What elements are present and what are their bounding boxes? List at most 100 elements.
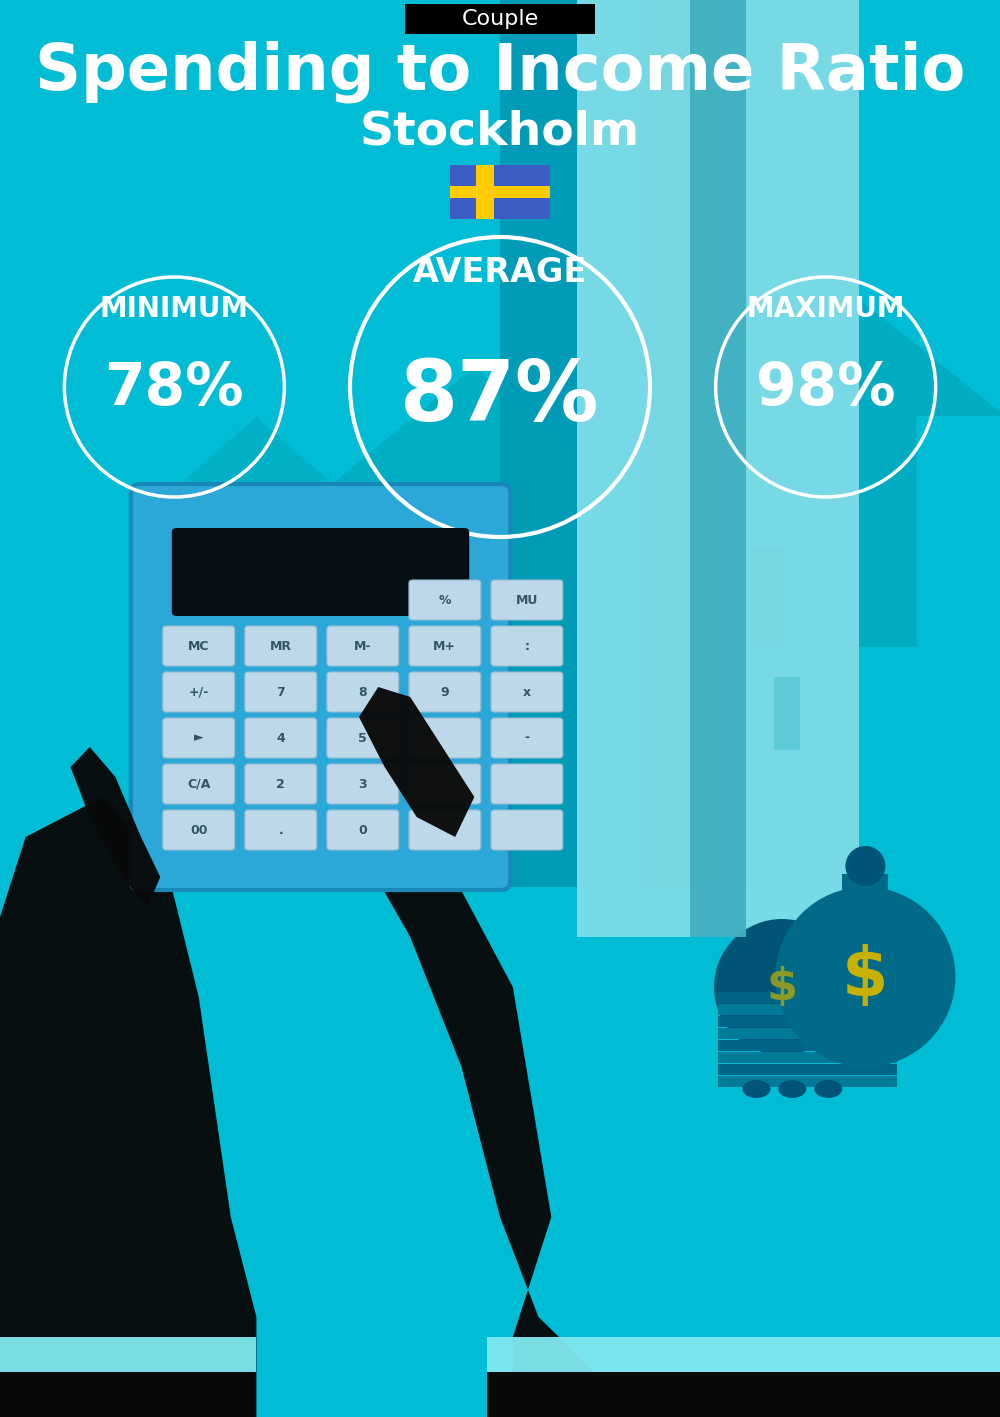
FancyBboxPatch shape	[491, 672, 563, 711]
Text: 7: 7	[276, 686, 285, 699]
FancyBboxPatch shape	[450, 164, 550, 220]
Polygon shape	[482, 0, 877, 547]
FancyBboxPatch shape	[718, 1040, 897, 1051]
FancyBboxPatch shape	[245, 718, 317, 758]
Text: 8: 8	[359, 686, 367, 699]
FancyBboxPatch shape	[245, 764, 317, 803]
Text: C/A: C/A	[187, 778, 210, 791]
FancyBboxPatch shape	[405, 4, 595, 34]
Text: 4: 4	[276, 731, 285, 744]
FancyBboxPatch shape	[491, 718, 563, 758]
FancyBboxPatch shape	[718, 1064, 897, 1076]
FancyBboxPatch shape	[718, 1005, 897, 1015]
Polygon shape	[310, 367, 638, 667]
Text: 2: 2	[276, 778, 285, 791]
Text: 00: 00	[190, 823, 207, 836]
FancyBboxPatch shape	[409, 672, 481, 711]
Polygon shape	[133, 417, 379, 657]
Text: :: :	[524, 639, 529, 652]
FancyBboxPatch shape	[245, 811, 317, 850]
FancyBboxPatch shape	[718, 1051, 897, 1063]
Polygon shape	[487, 1372, 1000, 1417]
FancyBboxPatch shape	[718, 992, 897, 1003]
FancyBboxPatch shape	[245, 672, 317, 711]
Text: +/-: +/-	[189, 686, 209, 699]
Polygon shape	[359, 687, 474, 837]
Text: 78%: 78%	[105, 360, 244, 418]
FancyBboxPatch shape	[327, 672, 399, 711]
Polygon shape	[533, 227, 1000, 648]
FancyBboxPatch shape	[450, 186, 550, 198]
Ellipse shape	[814, 1080, 842, 1098]
Polygon shape	[563, 0, 873, 677]
FancyBboxPatch shape	[409, 580, 481, 621]
FancyBboxPatch shape	[751, 547, 784, 642]
Polygon shape	[359, 818, 1000, 1417]
FancyBboxPatch shape	[163, 764, 235, 803]
FancyBboxPatch shape	[409, 718, 481, 758]
FancyBboxPatch shape	[245, 626, 317, 666]
FancyBboxPatch shape	[577, 0, 859, 937]
Text: 87%: 87%	[400, 357, 600, 438]
FancyBboxPatch shape	[491, 811, 563, 850]
FancyBboxPatch shape	[500, 0, 859, 887]
Text: MR: MR	[270, 639, 292, 652]
Text: MC: MC	[188, 639, 209, 652]
Text: $: $	[842, 944, 889, 1010]
FancyBboxPatch shape	[491, 626, 563, 666]
Ellipse shape	[775, 887, 955, 1067]
Text: Couple: Couple	[461, 9, 539, 28]
Text: M-: M-	[354, 639, 372, 652]
FancyBboxPatch shape	[327, 626, 399, 666]
FancyBboxPatch shape	[718, 1076, 897, 1087]
FancyBboxPatch shape	[172, 529, 469, 616]
Text: ►: ►	[194, 731, 204, 744]
Text: M+: M+	[433, 639, 456, 652]
Text: 0: 0	[358, 823, 367, 836]
FancyBboxPatch shape	[131, 485, 510, 890]
Polygon shape	[487, 1338, 1000, 1417]
Ellipse shape	[714, 920, 850, 1056]
FancyBboxPatch shape	[409, 764, 481, 803]
FancyBboxPatch shape	[842, 874, 888, 914]
FancyBboxPatch shape	[327, 764, 399, 803]
Text: 98%: 98%	[756, 360, 895, 418]
FancyBboxPatch shape	[163, 718, 235, 758]
FancyBboxPatch shape	[163, 626, 235, 666]
FancyBboxPatch shape	[690, 0, 746, 937]
FancyBboxPatch shape	[774, 677, 800, 750]
FancyBboxPatch shape	[718, 1016, 897, 1027]
Text: Spending to Income Ratio: Spending to Income Ratio	[35, 41, 965, 103]
FancyBboxPatch shape	[491, 764, 563, 803]
Text: 9: 9	[441, 686, 449, 699]
Text: Stockholm: Stockholm	[360, 109, 640, 154]
Text: MAXIMUM: MAXIMUM	[746, 295, 905, 323]
FancyBboxPatch shape	[327, 718, 399, 758]
Text: x: x	[523, 686, 531, 699]
Text: MINIMUM: MINIMUM	[100, 295, 249, 323]
Text: $: $	[767, 965, 798, 1009]
Polygon shape	[0, 1338, 256, 1417]
Polygon shape	[0, 796, 256, 1417]
Text: .: .	[278, 823, 283, 836]
Polygon shape	[0, 1372, 256, 1417]
Ellipse shape	[778, 1080, 806, 1098]
FancyBboxPatch shape	[409, 626, 481, 666]
FancyBboxPatch shape	[409, 811, 481, 850]
Text: -: -	[524, 731, 529, 744]
Text: AVERAGE: AVERAGE	[413, 255, 587, 289]
FancyBboxPatch shape	[163, 672, 235, 711]
FancyBboxPatch shape	[163, 811, 235, 850]
Text: MU: MU	[516, 594, 538, 606]
Text: %: %	[439, 594, 451, 606]
Text: 5: 5	[358, 731, 367, 744]
FancyBboxPatch shape	[647, 0, 712, 887]
FancyBboxPatch shape	[491, 580, 563, 621]
FancyBboxPatch shape	[327, 811, 399, 850]
FancyBboxPatch shape	[718, 1027, 897, 1039]
Text: 3: 3	[359, 778, 367, 791]
Ellipse shape	[845, 846, 885, 886]
Ellipse shape	[742, 1080, 770, 1098]
FancyBboxPatch shape	[476, 164, 494, 220]
Polygon shape	[71, 747, 160, 907]
